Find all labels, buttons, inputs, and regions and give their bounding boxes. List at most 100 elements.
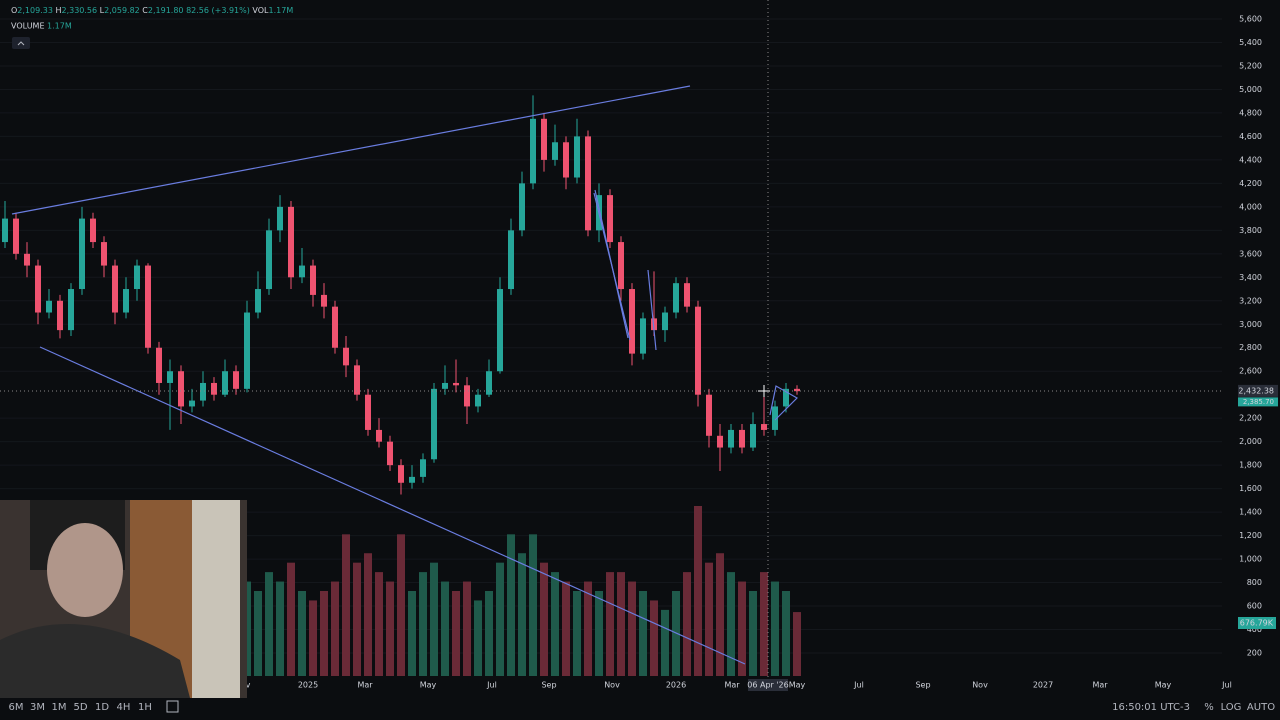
y-tick-label: 1,000 xyxy=(1239,555,1262,564)
volume-bar xyxy=(705,562,713,676)
auto-button[interactable]: AUTO xyxy=(1247,702,1275,713)
legend-item: 1.17M xyxy=(269,6,294,15)
volume-bar xyxy=(529,534,537,676)
volume-bar xyxy=(540,562,548,676)
y-tick-label: 1,400 xyxy=(1239,508,1262,517)
trendline xyxy=(11,85,691,215)
calendar-button[interactable] xyxy=(166,700,179,713)
y-tick-label: 1,600 xyxy=(1239,484,1262,493)
candle-body xyxy=(486,371,492,395)
volume-bar xyxy=(276,581,284,676)
volume-bar xyxy=(771,581,779,676)
x-tick-label: 2025 xyxy=(298,681,318,690)
candle-body xyxy=(387,441,393,466)
x-tick-label: v xyxy=(246,681,251,690)
head xyxy=(47,523,123,617)
x-tick-label: May xyxy=(789,681,806,690)
volume-bar xyxy=(661,609,669,676)
range-button[interactable]: 1H xyxy=(138,702,152,713)
volume-bar xyxy=(595,591,603,676)
candle-body xyxy=(585,136,591,231)
volume-bar xyxy=(408,591,416,676)
webcam xyxy=(0,500,247,698)
candle-body xyxy=(409,476,415,483)
log-button[interactable]: LOG xyxy=(1221,702,1242,713)
x-tick-label: 2026 xyxy=(666,681,686,690)
legend: O2,109.33 H2,330.56 L2,059.82 C2,191.80 … xyxy=(11,6,294,49)
y-tick-label: 4,800 xyxy=(1239,108,1262,117)
candle-body xyxy=(464,385,470,407)
candle-body xyxy=(761,424,767,430)
legend-item: O xyxy=(11,6,17,15)
y-tick-label: 1,800 xyxy=(1239,461,1262,470)
candle-body xyxy=(541,118,547,160)
volume-bar xyxy=(496,562,504,676)
volume-bar xyxy=(606,572,614,676)
candle-body xyxy=(519,183,525,231)
range-button[interactable]: 3M xyxy=(30,702,45,713)
range-button[interactable]: 4H xyxy=(117,702,131,713)
candle-body xyxy=(332,306,338,348)
y-tick-label: 4,200 xyxy=(1239,179,1262,188)
range-button[interactable]: 6M xyxy=(9,702,24,713)
y-tick-label: 4,400 xyxy=(1239,155,1262,164)
range-button[interactable]: 1M xyxy=(52,702,67,713)
range-button[interactable]: 5D xyxy=(73,702,87,713)
candle-body xyxy=(233,371,239,389)
candle-body xyxy=(420,459,426,477)
collapse-button[interactable] xyxy=(12,37,30,49)
volume-bar xyxy=(386,581,394,676)
candle-body xyxy=(376,429,382,442)
volume-bar xyxy=(551,572,559,676)
candle-body xyxy=(178,371,184,407)
candle-body xyxy=(167,371,173,383)
y-tick-label: 1,200 xyxy=(1239,531,1262,540)
clock: 16:50:01 UTC-3 xyxy=(1112,702,1190,713)
volume-bar xyxy=(320,591,328,676)
volume-bar xyxy=(727,572,735,676)
volume-bar xyxy=(375,572,383,676)
volume-bar xyxy=(298,591,306,676)
volume-bar xyxy=(650,600,658,676)
candle-body xyxy=(398,465,404,483)
y-tick-label: 5,000 xyxy=(1239,85,1262,94)
volume-bar xyxy=(463,581,471,676)
candle-body xyxy=(222,371,228,395)
volume-bar xyxy=(287,562,295,676)
candle-body xyxy=(618,242,624,290)
candle-body xyxy=(200,382,206,401)
candles xyxy=(2,95,800,495)
candle-body xyxy=(552,142,558,160)
candle-body xyxy=(343,347,349,366)
candle-body xyxy=(453,382,459,386)
wall xyxy=(192,500,240,698)
x-tick-label: Sep xyxy=(541,681,556,690)
range-button[interactable]: 1D xyxy=(95,702,109,713)
candle-body xyxy=(57,300,63,331)
price-axis: 5,600 5,400 5,200 5,000 4,800 4,600 4,400 4,200… xyxy=(1238,15,1278,658)
volume-bar xyxy=(430,562,438,676)
candle-body xyxy=(442,382,448,389)
y-tick-label: 5,200 xyxy=(1239,61,1262,70)
candle-body xyxy=(640,318,646,354)
legend-item: L xyxy=(100,6,105,15)
y-tick-label: 3,800 xyxy=(1239,226,1262,235)
cursor xyxy=(758,385,770,397)
y-tick-label: 800 xyxy=(1247,578,1262,587)
candle-body xyxy=(783,388,789,407)
x-tick-label: Nov xyxy=(604,681,620,690)
last-price-tag xyxy=(1238,397,1278,407)
legend-item: 2,109.33 xyxy=(17,6,53,15)
candle-body xyxy=(288,206,294,278)
percent-button[interactable]: % xyxy=(1204,702,1214,713)
candle-body xyxy=(728,429,734,448)
volume-value: 1.17M xyxy=(47,22,72,31)
volume-bar xyxy=(738,581,746,676)
legend-item: 82.56 (+3.91%) xyxy=(186,6,250,15)
candle-body xyxy=(123,289,129,313)
legend-item: 2,330.56 xyxy=(61,6,97,15)
candle-body xyxy=(563,142,569,178)
y-tick-label: 2,800 xyxy=(1239,343,1262,352)
trendline xyxy=(39,346,746,665)
